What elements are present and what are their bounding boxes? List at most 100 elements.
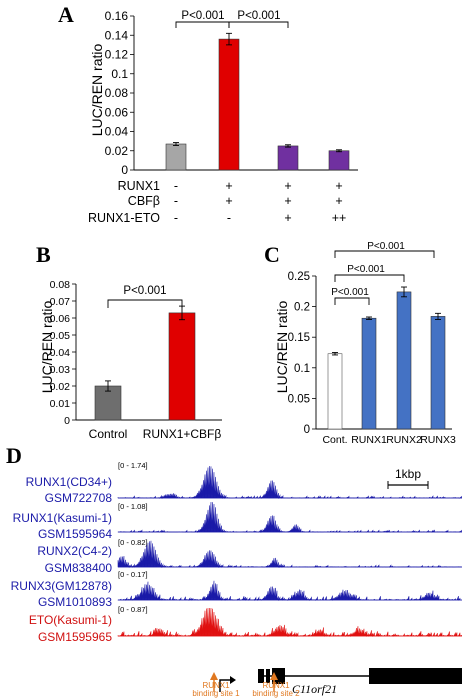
- condition-mark: +: [284, 194, 291, 208]
- y-tick-label: 0.1: [111, 67, 128, 81]
- binding-site-2-label: RUNX1 binding site 2: [246, 682, 306, 698]
- scale-bar-label: 1kbp: [395, 467, 421, 481]
- panel-a-axes: 0 0.02 0.04 0.06 0.08 0.1 0.12 0.14 0.16: [105, 9, 358, 177]
- tss-arrow-icon: [219, 679, 232, 692]
- binding-site-2-name: RUNX1: [262, 681, 290, 690]
- track-accession-5: GSM1595965: [38, 630, 112, 644]
- binding-site-1-name: RUNX1: [202, 681, 230, 690]
- panel-c-bars: [327, 286, 446, 430]
- bar: [277, 145, 299, 171]
- panel-a-significance: P<0.001 P<0.001: [175, 10, 289, 28]
- y-tick-label: 0.14: [105, 28, 129, 42]
- condition-mark: +: [225, 194, 232, 208]
- track-ranges: [0 - 1.74] [0 - 1.08] [0 - 0.82] [0 - 0.…: [118, 461, 148, 614]
- track-name-1: RUNX1(CD34+): [26, 475, 112, 489]
- signal-track-5: [117, 607, 462, 638]
- panel-c: C LUC/REN ratio 0 0.05 0.1 0.15 0.2 0.25 Cont.…: [264, 241, 456, 446]
- y-tick-label: 0.08: [50, 279, 71, 291]
- y-tick-label: 0.06: [105, 105, 129, 119]
- binding-site-2-desc: binding site 2: [252, 689, 300, 698]
- y-tick-label: 0.05: [50, 330, 71, 342]
- condition-name: RUNX1-ETO: [88, 211, 160, 225]
- condition-mark: -: [227, 211, 231, 225]
- bar: [168, 312, 196, 421]
- panel-b-axes: 0 0.01 0.02 0.03 0.04 0.05 0.06 0.07 0.08 Control…: [50, 279, 222, 441]
- bar: [327, 353, 343, 430]
- panel-c-ylabel: LUC/REN ratio: [274, 301, 290, 394]
- condition-mark: -: [174, 179, 178, 193]
- track-range-1: [0 - 1.74]: [118, 461, 148, 470]
- panel-c-significance: P<0.001 P<0.001 P<0.001: [331, 241, 435, 305]
- x-category-label: RUNX2: [386, 434, 422, 446]
- condition-mark: +: [335, 179, 342, 193]
- track-name-4: RUNX3(GM12878): [11, 579, 112, 593]
- bracket-a-2: [228, 21, 289, 28]
- x-category-label: RUNX1: [351, 434, 387, 446]
- y-tick-label: 0.2: [294, 302, 310, 314]
- bar: [328, 150, 350, 171]
- bracket-b-1: [107, 299, 183, 308]
- pvalue-c-1: P<0.001: [331, 287, 369, 298]
- track-name-2: RUNX1(Kasumi-1): [13, 511, 112, 525]
- panel-b: B LUC/REN ratio 0 0.01 0.02 0.03 0.04 0.05 0.0…: [36, 242, 222, 441]
- y-tick-label: 0.15: [288, 332, 310, 344]
- condition-mark: +: [225, 179, 232, 193]
- condition-mark: +: [284, 211, 291, 225]
- binding-site-1-label: RUNX1 binding site 1: [186, 682, 246, 698]
- bar: [94, 385, 122, 421]
- y-tick-label: 0.08: [105, 86, 129, 100]
- y-tick-label: 0: [304, 424, 310, 436]
- bracket-a-1: [175, 21, 230, 28]
- track-name-5: ETO(Kasumi-1): [29, 613, 112, 627]
- y-tick-label: 0.03: [50, 364, 71, 376]
- panel-a-bars: [165, 32, 350, 171]
- condition-name: CBFβ: [128, 194, 160, 208]
- y-tick-label: 0.05: [288, 393, 310, 405]
- x-category-label: Control: [89, 427, 128, 441]
- condition-mark: -: [174, 194, 178, 208]
- panel-b-letter: B: [36, 242, 51, 267]
- panel-d: D 1kbp RUNX1(CD34+) GSM722708 RUNX1(Kasu…: [6, 443, 462, 696]
- signal-track-2: [117, 501, 462, 534]
- track-accession-3: GSM838400: [45, 561, 113, 575]
- y-tick-label: 0.1: [294, 363, 310, 375]
- y-tick-label: 0.04: [50, 347, 71, 359]
- pvalue-a-2: P<0.001: [237, 10, 280, 22]
- track-range-2: [0 - 1.08]: [118, 502, 148, 511]
- scale-bar: 1kbp: [387, 467, 429, 489]
- track-accession-2: GSM1595964: [38, 527, 112, 541]
- x-category-label: RUNX3: [420, 434, 456, 446]
- panel-a-letter: A: [58, 2, 74, 27]
- condition-mark: ++: [332, 211, 347, 225]
- panel-b-significance: P<0.001: [107, 285, 183, 308]
- y-tick-label: 0.12: [105, 48, 129, 62]
- y-tick-label: 0.06: [50, 313, 71, 325]
- y-tick-label: 0.16: [105, 9, 129, 23]
- tss-arrowhead-icon: [230, 676, 236, 684]
- bracket-c-2: [334, 274, 405, 282]
- condition-mark: +: [335, 194, 342, 208]
- y-tick-label: 0.07: [50, 296, 71, 308]
- condition-mark: -: [174, 211, 178, 225]
- y-tick-label: 0: [121, 163, 128, 177]
- panel-c-letter: C: [264, 242, 280, 267]
- binding-site-1-arrowhead-icon: [210, 672, 218, 680]
- pvalue-c-2: P<0.001: [347, 264, 385, 275]
- panel-a-condition-table: RUNX1- + + +CBFβ - + + +RUNX1-ETO - - + ++: [88, 179, 346, 225]
- panel-a: A LUC/REN ratio 0 0.02 0.04 0.06 0.08 0.1 0.12…: [58, 2, 358, 225]
- condition-name: RUNX1: [118, 179, 160, 193]
- y-tick-label: 0: [64, 415, 70, 427]
- y-tick-label: 0.25: [288, 271, 310, 283]
- y-tick-label: 0.02: [105, 144, 129, 158]
- pvalue-c-3: P<0.001: [367, 241, 405, 252]
- panel-d-letter: D: [6, 443, 22, 468]
- binding-sites: [210, 672, 278, 692]
- x-category-label: Cont.: [322, 434, 347, 446]
- pvalue-a-1: P<0.001: [181, 10, 224, 22]
- signal-tracks: [117, 465, 462, 638]
- panel-a-ylabel: LUC/REN ratio: [89, 44, 105, 137]
- gene-exon-1: [258, 669, 264, 683]
- condition-mark: +: [284, 179, 291, 193]
